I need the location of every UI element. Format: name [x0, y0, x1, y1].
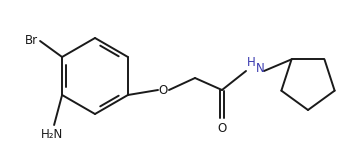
- Text: N: N: [256, 62, 264, 76]
- Text: H: H: [247, 56, 255, 69]
- Text: O: O: [218, 122, 227, 135]
- Text: H₂N: H₂N: [41, 128, 63, 141]
- Text: O: O: [158, 83, 168, 97]
- Text: Br: Br: [25, 34, 38, 46]
